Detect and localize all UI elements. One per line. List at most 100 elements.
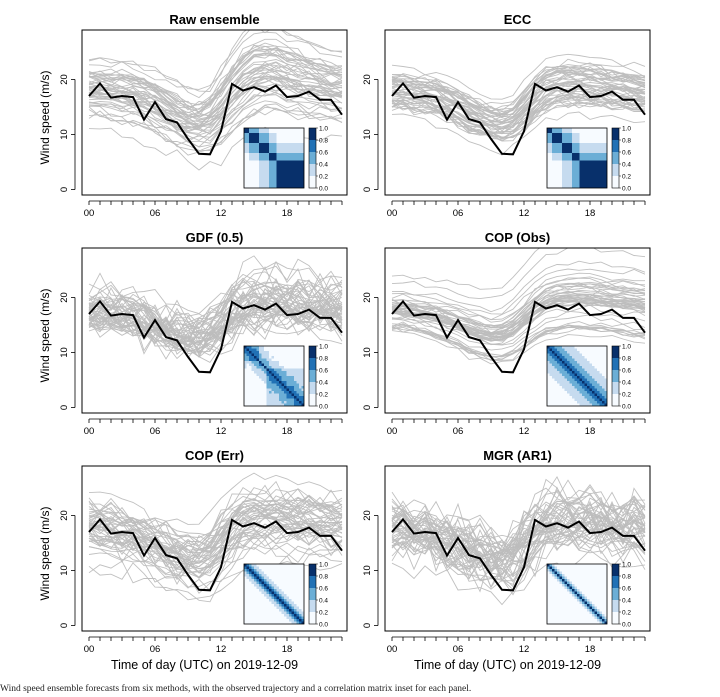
- correlation-cell: [261, 163, 265, 166]
- correlation-cell: [584, 163, 588, 166]
- correlation-cell: [269, 358, 272, 362]
- correlation-cell: [577, 145, 580, 149]
- correlation-cell: [299, 581, 302, 585]
- correlation-cell: [271, 148, 275, 151]
- correlation-cell: [264, 356, 267, 359]
- correlation-cell: [296, 133, 300, 136]
- correlation-cell: [564, 574, 568, 577]
- correlation-cell: [584, 604, 588, 607]
- correlation-cell: [294, 564, 297, 567]
- correlation-cell: [597, 403, 600, 407]
- ensemble-member-line: [391, 500, 646, 569]
- correlation-cell: [582, 180, 585, 184]
- correlation-cell: [269, 596, 272, 600]
- correlation-cell: [597, 606, 600, 610]
- correlation-cell: [574, 574, 578, 577]
- correlation-cell: [554, 128, 558, 131]
- correlation-cell: [266, 393, 270, 397]
- correlation-cell: [582, 170, 585, 174]
- correlation-cell: [597, 153, 600, 156]
- correlation-cell: [584, 138, 588, 141]
- correlation-cell: [602, 356, 605, 359]
- correlation-cell: [284, 571, 287, 575]
- correlation-cell: [266, 128, 270, 131]
- correlation-cell: [276, 574, 280, 577]
- correlation-cell: [291, 366, 295, 369]
- correlation-cell: [249, 180, 252, 184]
- correlation-cell: [254, 376, 257, 379]
- correlation-cell: [604, 386, 608, 389]
- correlation-cell: [286, 361, 290, 364]
- correlation-cell: [274, 180, 277, 184]
- correlation-cell: [552, 138, 555, 141]
- correlation-cell: [564, 601, 568, 605]
- correlation-cell: [246, 165, 250, 169]
- correlation-cell: [254, 351, 257, 354]
- correlation-cell: [604, 348, 608, 352]
- correlation-cell: [284, 611, 287, 615]
- correlation-cell: [602, 398, 605, 402]
- correlation-cell: [547, 589, 550, 592]
- correlation-cell: [549, 388, 553, 392]
- correlation-cell: [574, 614, 578, 617]
- correlation-cell: [579, 601, 583, 605]
- correlation-cell: [279, 353, 282, 357]
- correlation-cell: [274, 569, 277, 572]
- correlation-cell: [589, 185, 593, 189]
- correlation-cell: [604, 148, 608, 151]
- correlation-cell: [251, 185, 255, 189]
- correlation-cell: [294, 143, 297, 146]
- correlation-cell: [254, 168, 257, 171]
- correlation-cell: [577, 368, 580, 372]
- correlation-cell: [281, 353, 285, 357]
- correlation-cell: [269, 564, 272, 567]
- correlation-cell: [261, 361, 265, 364]
- correlation-cell: [592, 591, 595, 595]
- correlation-cell: [261, 378, 265, 382]
- correlation-cell: [254, 393, 257, 397]
- correlation-cell: [582, 148, 585, 151]
- correlation-cell: [574, 403, 578, 407]
- correlation-cell: [547, 138, 550, 141]
- correlation-cell: [261, 153, 265, 156]
- correlation-cell: [244, 180, 247, 184]
- correlation-cell: [559, 366, 563, 369]
- correlation-cell: [264, 611, 267, 615]
- correlation-cell: [562, 140, 565, 144]
- correlation-cell: [547, 158, 550, 161]
- correlation-cell: [587, 388, 590, 392]
- correlation-cell: [279, 604, 282, 607]
- correlation-cell: [554, 574, 558, 577]
- correlation-cell: [279, 143, 282, 146]
- correlation-cell: [584, 381, 588, 384]
- correlation-cell: [594, 368, 598, 372]
- correlation-cell: [251, 579, 255, 582]
- correlation-cell: [271, 609, 275, 612]
- correlation-cell: [259, 145, 262, 149]
- correlation-cell: [562, 348, 565, 352]
- correlation-cell: [271, 155, 275, 159]
- correlation-cell: [602, 371, 605, 374]
- correlation-cell: [274, 158, 277, 161]
- correlation-cell: [589, 138, 593, 141]
- colorbar-step: [309, 588, 316, 601]
- correlation-cell: [279, 586, 282, 590]
- correlation-cell: [599, 396, 603, 399]
- correlation-cell: [246, 348, 250, 352]
- correlation-cell: [587, 391, 590, 394]
- correlation-cell: [266, 576, 270, 580]
- correlation-cell: [602, 393, 605, 397]
- ensemble-member-line: [391, 502, 646, 583]
- correlation-cell: [264, 351, 267, 354]
- correlation-cell: [589, 135, 593, 139]
- correlation-cell: [246, 178, 250, 181]
- correlation-cell: [604, 566, 608, 570]
- correlation-cell: [286, 381, 290, 384]
- correlation-cell: [251, 581, 255, 585]
- correlation-cell: [579, 128, 583, 131]
- correlation-cell: [259, 363, 262, 367]
- correlation-cell: [594, 383, 598, 387]
- correlation-cell: [276, 611, 280, 615]
- correlation-cell: [592, 601, 595, 605]
- correlation-cell: [579, 140, 583, 144]
